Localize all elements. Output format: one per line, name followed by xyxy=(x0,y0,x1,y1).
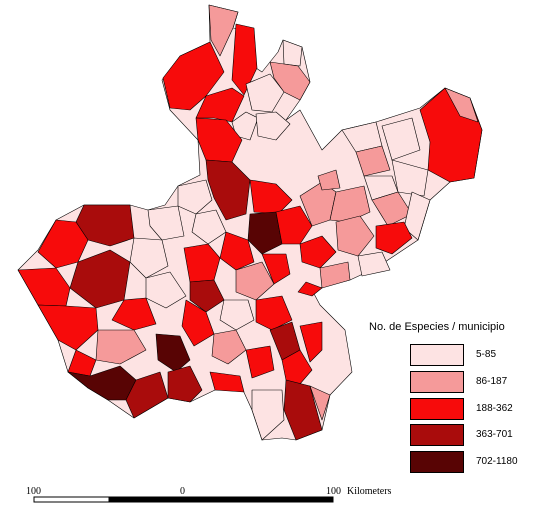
municipality xyxy=(357,251,391,277)
municipality xyxy=(247,211,283,255)
municipality xyxy=(189,279,225,313)
legend-label: 5-85 xyxy=(476,349,497,360)
scale-segment-left xyxy=(33,496,110,503)
municipality xyxy=(255,111,291,141)
legend-item: 188-362 xyxy=(410,398,533,420)
scale-left-label: 100 xyxy=(26,486,41,497)
legend-title: No. de Especies / municipio xyxy=(369,321,505,333)
municipality xyxy=(191,209,227,245)
municipality xyxy=(444,87,479,123)
municipality xyxy=(281,349,313,385)
municipality xyxy=(145,271,187,309)
municipality xyxy=(381,117,421,161)
municipality xyxy=(155,333,191,373)
municipality xyxy=(167,365,203,403)
municipality xyxy=(317,169,341,191)
municipality xyxy=(211,329,247,365)
legend-item: 363-701 xyxy=(410,424,533,446)
legend-label: 363-701 xyxy=(476,429,513,440)
municipality xyxy=(297,281,323,297)
municipality xyxy=(249,179,293,215)
municipality xyxy=(17,267,71,307)
legend-label: 188-362 xyxy=(476,403,513,414)
legend-item: 702-1180 xyxy=(410,451,533,473)
scale-segment-middle xyxy=(108,496,184,503)
municipality xyxy=(375,221,413,255)
municipality xyxy=(282,39,303,67)
legend-label: 702-1180 xyxy=(476,456,518,467)
municipality xyxy=(208,4,239,57)
legend-label: 86-187 xyxy=(476,376,508,387)
municipality xyxy=(261,253,291,285)
municipality xyxy=(219,299,255,331)
scale-right-label: 100 xyxy=(326,486,341,497)
municipality xyxy=(299,235,337,269)
municipality xyxy=(183,243,221,283)
municipality xyxy=(255,295,293,331)
municipality xyxy=(235,261,275,301)
municipality xyxy=(125,371,169,419)
municipality xyxy=(162,41,225,111)
municipality xyxy=(245,345,275,379)
municipality xyxy=(209,371,245,393)
legend-swatch xyxy=(410,371,464,393)
municipality xyxy=(177,179,213,215)
municipality xyxy=(403,191,431,241)
municipality xyxy=(309,385,331,421)
municipality xyxy=(269,61,311,101)
legend-item: 86-187 xyxy=(410,371,533,393)
municipality xyxy=(231,23,258,96)
scale-segment-right xyxy=(182,496,334,503)
municipality xyxy=(283,379,323,441)
legend-swatch xyxy=(410,451,464,473)
municipality xyxy=(391,159,429,197)
municipality xyxy=(251,389,285,441)
municipality xyxy=(129,237,169,279)
scale-center-label: 0 xyxy=(180,486,185,497)
municipality xyxy=(111,297,157,331)
municipality xyxy=(275,205,313,245)
municipality xyxy=(181,299,215,347)
legend-swatch xyxy=(410,398,464,420)
municipality xyxy=(319,261,351,289)
municipality xyxy=(299,321,323,363)
municipality xyxy=(205,159,251,221)
municipality xyxy=(147,205,185,241)
municipality xyxy=(219,231,255,271)
legend-swatch xyxy=(410,344,464,366)
municipality xyxy=(335,215,375,257)
legend-item: 5-85 xyxy=(410,344,533,366)
municipality xyxy=(245,73,285,113)
municipality xyxy=(355,145,391,177)
municipality xyxy=(95,329,147,365)
legend-swatch xyxy=(410,424,464,446)
scale-unit-label: Kilometers xyxy=(347,486,392,497)
